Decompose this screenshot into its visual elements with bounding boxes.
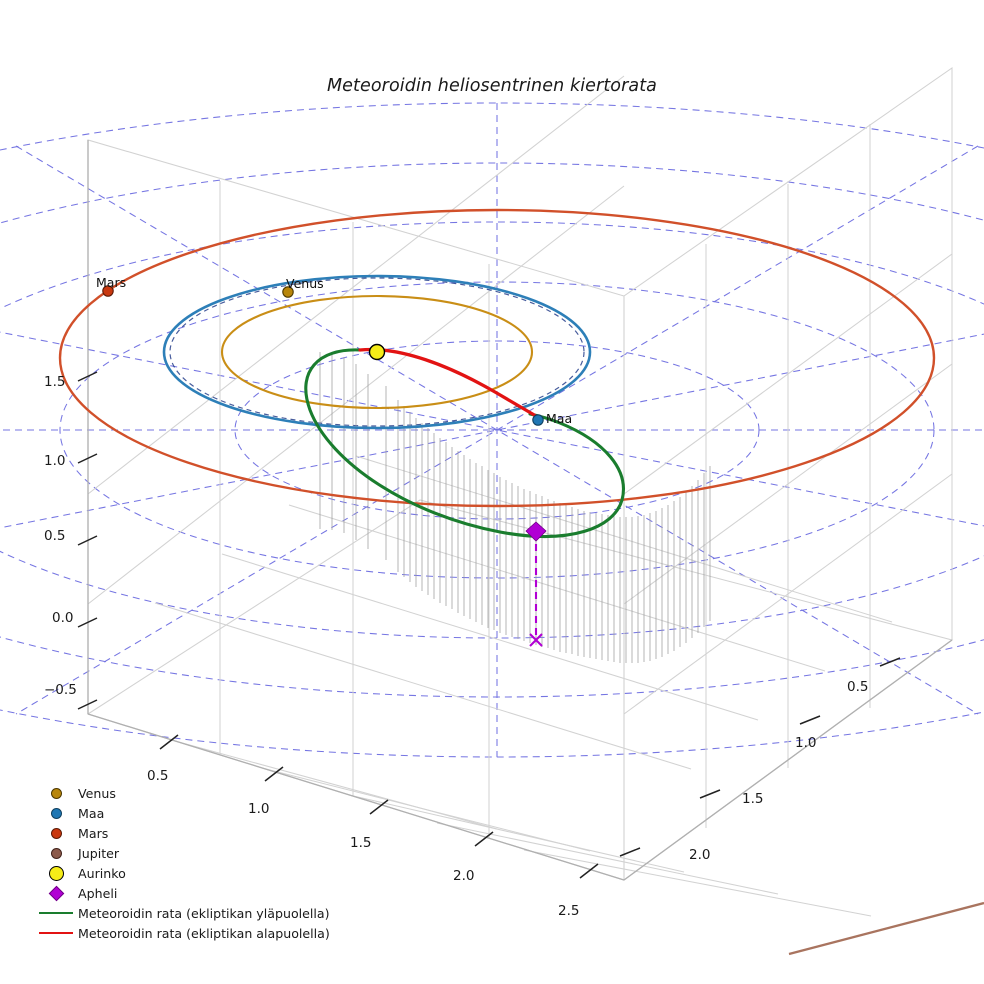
axes-box-panes xyxy=(86,66,954,917)
y-tick-label: 2.0 xyxy=(689,847,711,863)
one-au-reference-circle xyxy=(169,277,585,427)
legend-item[interactable]: Mars xyxy=(34,823,344,843)
legend-item-label: Mars xyxy=(78,825,109,841)
marker-venus[interactable] xyxy=(282,286,294,298)
z-tick-label: 0.5 xyxy=(44,528,66,544)
circle-marker xyxy=(34,847,78,859)
legend-item[interactable]: Maa xyxy=(34,803,344,823)
legend-item[interactable]: Venus xyxy=(34,783,344,803)
body-label-venus: Venus xyxy=(286,276,324,291)
x-tick-label: 2.5 xyxy=(558,903,580,919)
z-tick-label: −0.5 xyxy=(44,682,77,698)
circle-marker xyxy=(34,787,78,799)
legend-item-label: Apheli xyxy=(78,885,118,901)
body-label-maa: Maa xyxy=(546,411,573,426)
marker-apheli[interactable] xyxy=(525,521,547,542)
marker-mars[interactable] xyxy=(102,285,114,297)
legend-item-label: Maa xyxy=(78,805,105,821)
legend-item[interactable]: Aurinko xyxy=(34,863,344,883)
x-tick-label: 1.5 xyxy=(350,835,372,851)
x-tick-label: 2.0 xyxy=(453,868,475,884)
ecliptic-polar-grid xyxy=(0,102,984,758)
marker-maa[interactable] xyxy=(532,414,544,426)
legend: Venus Maa Mars Jupiter Aurinko Apheli Meteoroi… xyxy=(34,783,344,943)
page-title: Meteoroidin heliosentrinen kiertorata xyxy=(326,76,657,96)
meteoroid-orbit-below-ecliptic xyxy=(358,347,538,418)
y-tick-label: 1.5 xyxy=(742,791,764,807)
y-tick-label: 0.5 xyxy=(847,679,869,695)
legend-item-label: Jupiter xyxy=(78,845,120,861)
legend-item[interactable]: Apheli xyxy=(34,883,344,903)
x-tick-label: 0.5 xyxy=(147,768,169,784)
y-tick-label: 1.0 xyxy=(795,735,817,751)
legend-item[interactable]: Meteoroidin rata (ekliptikan yläpuolella… xyxy=(34,903,344,923)
orbit-venus xyxy=(220,294,534,410)
body-label-mars: Mars xyxy=(96,275,127,290)
marker-aphelion-projection-x xyxy=(529,633,543,647)
axis-ticks xyxy=(77,371,901,879)
orbit-jupiter-fragment xyxy=(788,901,984,956)
legend-item-label: Aurinko xyxy=(78,865,126,881)
orbit-earth xyxy=(162,274,592,430)
legend-item[interactable]: Jupiter xyxy=(34,843,344,863)
z-tick-label: 0.0 xyxy=(52,610,74,626)
line-marker xyxy=(34,911,78,915)
circle-marker xyxy=(34,807,78,819)
x-tick-label: 1.0 xyxy=(248,801,270,817)
legend-item-label: Meteoroidin rata (ekliptikan alapuolella… xyxy=(78,925,330,941)
circle-marker xyxy=(34,865,78,881)
z-tick-label: 1.5 xyxy=(44,374,66,390)
marker-aurinko[interactable] xyxy=(368,343,386,361)
diamond-marker xyxy=(34,885,78,901)
legend-item-label: Meteoroidin rata (ekliptikan yläpuolella… xyxy=(78,905,330,921)
line-marker xyxy=(34,931,78,935)
circle-marker xyxy=(34,827,78,839)
orbit-mars xyxy=(58,208,936,508)
legend-item[interactable]: Meteoroidin rata (ekliptikan alapuolella… xyxy=(34,923,344,943)
legend-item-label: Venus xyxy=(78,785,116,801)
axis-spines xyxy=(87,140,953,881)
orbit-stem-lines xyxy=(319,352,711,663)
z-tick-label: 1.0 xyxy=(44,453,66,469)
